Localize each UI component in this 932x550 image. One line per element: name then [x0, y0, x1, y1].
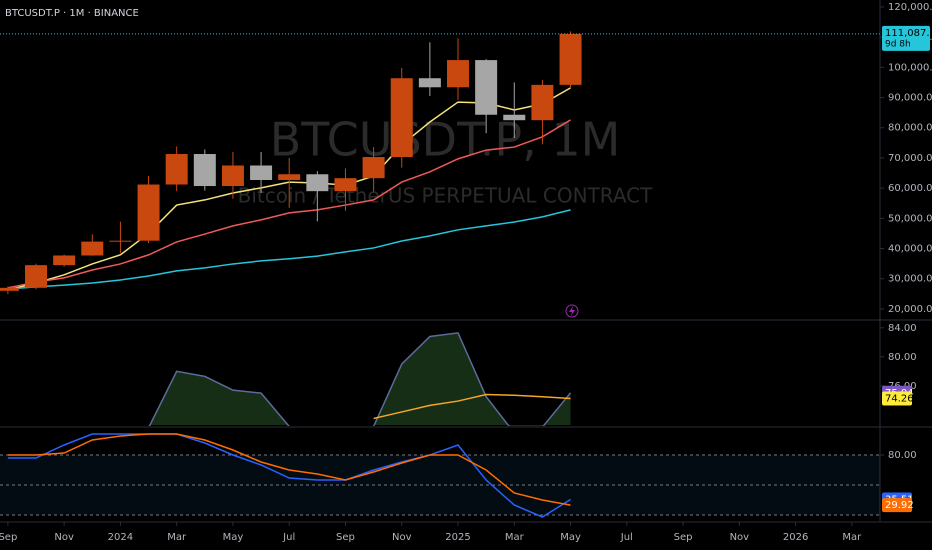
candle-body — [109, 240, 132, 242]
x-tick-label: 2025 — [445, 532, 470, 543]
candle-body — [137, 184, 160, 241]
area-fill — [148, 371, 290, 426]
bar-countdown: 9d 8h — [885, 39, 911, 49]
y-tick-label: 80,000.0 — [888, 123, 932, 134]
candle-body — [0, 287, 19, 291]
candle-body — [447, 60, 470, 88]
candle-body — [165, 154, 188, 185]
x-tick-label: Nov — [54, 532, 74, 543]
x-tick-label: Sep — [336, 532, 355, 543]
candle-body — [278, 174, 301, 180]
candle-body — [503, 114, 526, 121]
candle-body — [306, 174, 329, 192]
y-tick-label: 20,000.0 — [888, 304, 932, 315]
last-value-label: 74.26 — [885, 393, 914, 404]
series-line — [7, 119, 571, 289]
y-tick-label: 90,000.0 — [888, 93, 932, 104]
candle-body — [81, 241, 104, 256]
candle-body — [531, 84, 554, 121]
watermark-subtitle: Bitcoin / TetherUS PERPETUAL CONTRACT — [238, 184, 653, 208]
indicator-icon — [565, 304, 579, 318]
candle-body — [334, 178, 357, 192]
x-tick-label: Mar — [505, 532, 525, 543]
y-tick-label: 50,000.0 — [888, 213, 932, 224]
x-tick-label: Nov — [392, 532, 412, 543]
candle-body — [418, 78, 441, 88]
candle-body — [221, 165, 244, 187]
series-line — [7, 433, 571, 518]
last-value-box — [882, 391, 912, 406]
candle-body — [475, 60, 498, 115]
y-tick-label: 100,000.0 — [888, 62, 932, 73]
x-tick-label: Mar — [842, 532, 862, 543]
x-tick-label: May — [223, 532, 244, 543]
watermark: BTCUSDT.P, 1M — [270, 113, 621, 167]
last-price-box — [882, 25, 930, 51]
x-tick-label: May — [560, 532, 581, 543]
x-tick-label: Jul — [620, 532, 633, 543]
x-tick-label: Mar — [167, 532, 187, 543]
y-tick-label: 70,000.0 — [888, 153, 932, 164]
x-tick-label: Sep — [674, 532, 693, 543]
series-line — [7, 209, 571, 290]
x-tick-label: Nov — [730, 532, 750, 543]
candle-body — [362, 157, 385, 179]
area-fill — [373, 332, 571, 426]
x-tick-label: Jul — [282, 532, 295, 543]
series-line — [148, 332, 572, 426]
candle-body — [53, 255, 76, 266]
chart-title: BTCUSDT.P · 1M · BINANCE — [5, 8, 139, 19]
candle-body — [559, 33, 582, 85]
y-tick-label: 84.00 — [888, 323, 917, 334]
series-line — [7, 433, 571, 506]
y-tick-label: 60,000.0 — [888, 183, 932, 194]
pane — [0, 433, 880, 518]
pane — [0, 31, 582, 295]
x-tick-label: Sep — [0, 532, 17, 543]
candle-body — [250, 165, 273, 180]
y-tick-label: 30,000.0 — [888, 274, 932, 285]
series-line — [373, 393, 571, 420]
last-value-box — [882, 498, 912, 513]
candle-body — [193, 154, 216, 187]
y-tick-label: 80.00 — [888, 352, 917, 363]
y-tick-label: 40,000.0 — [888, 244, 932, 255]
y-tick-label: 120,000.0 — [888, 2, 932, 13]
x-tick-label: 2026 — [783, 532, 808, 543]
candle-body — [390, 78, 413, 158]
pane — [148, 332, 572, 426]
x-tick-label: 2024 — [108, 532, 133, 543]
y-tick-label: 80.00 — [888, 450, 917, 461]
candle-body — [25, 265, 48, 288]
last-value-label: 29.92 — [885, 500, 914, 511]
last-price-label: 111,087.1 — [885, 28, 932, 39]
